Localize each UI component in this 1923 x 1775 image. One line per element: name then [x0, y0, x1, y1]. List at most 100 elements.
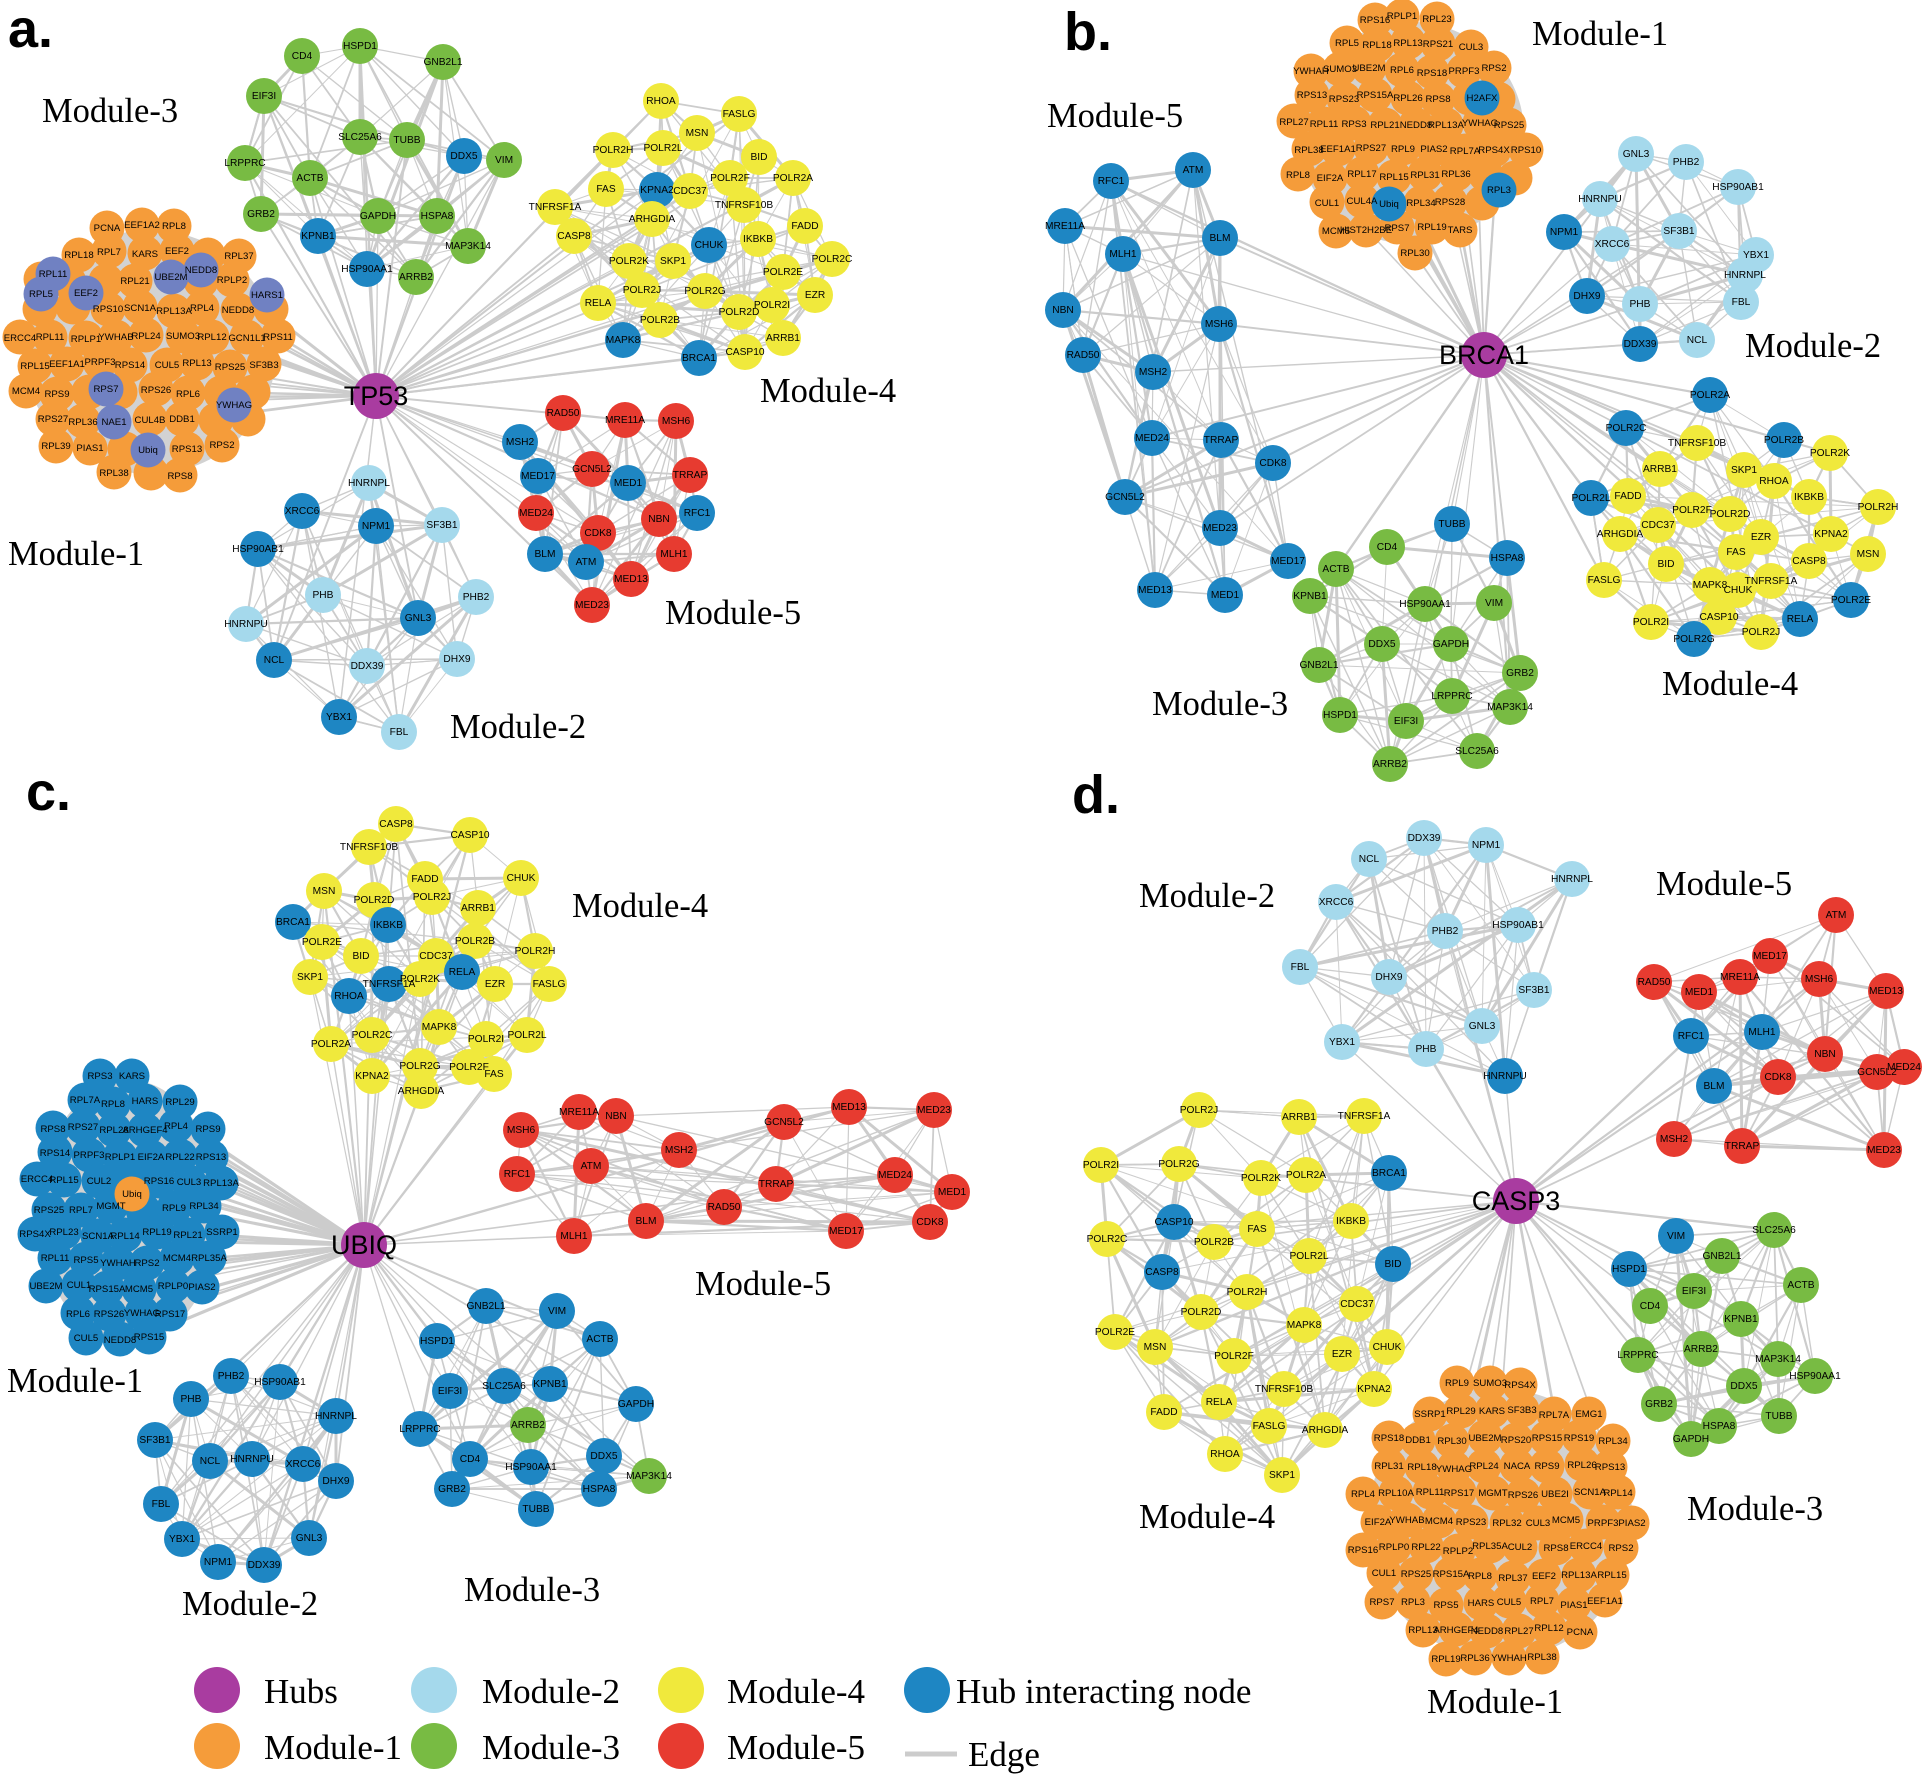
svg-text:EEF1A2: EEF1A2: [124, 220, 160, 231]
svg-text:SF3B3: SF3B3: [1507, 1405, 1536, 1416]
svg-text:POLR2E: POLR2E: [763, 267, 803, 278]
svg-text:CASP8: CASP8: [1792, 556, 1826, 567]
svg-text:MED17: MED17: [1271, 556, 1305, 567]
svg-text:YBX1: YBX1: [1743, 250, 1769, 261]
svg-text:MAP3K14: MAP3K14: [1755, 1354, 1801, 1365]
svg-text:SUMO3: SUMO3: [166, 331, 200, 342]
svg-text:DDX5: DDX5: [1730, 1381, 1758, 1392]
svg-text:YWHAB: YWHAB: [98, 332, 133, 343]
svg-text:RPL28: RPL28: [99, 1125, 128, 1136]
svg-text:RPS13: RPS13: [196, 1152, 226, 1163]
svg-text:RPL38: RPL38: [99, 468, 128, 479]
svg-text:PIAS2: PIAS2: [1618, 1518, 1645, 1529]
svg-text:GRB2: GRB2: [1645, 1399, 1673, 1410]
svg-text:CUL3: CUL3: [177, 1177, 202, 1188]
svg-text:CUL4A: CUL4A: [1347, 196, 1379, 207]
svg-text:CASP3: CASP3: [1472, 1186, 1561, 1216]
svg-text:NBN: NBN: [1814, 1049, 1836, 1060]
svg-text:KARS: KARS: [132, 249, 158, 260]
svg-text:Module-5: Module-5: [695, 1265, 831, 1303]
svg-text:RPS2: RPS2: [1608, 1543, 1633, 1554]
svg-text:RPS8: RPS8: [1425, 94, 1450, 105]
svg-text:RPL13: RPL13: [1408, 1625, 1437, 1636]
svg-text:RELA: RELA: [1206, 1397, 1233, 1408]
svg-text:LRPPRC: LRPPRC: [399, 1424, 440, 1435]
svg-text:POLR2H: POLR2H: [1227, 1287, 1268, 1298]
svg-text:YWHAG: YWHAG: [216, 400, 252, 411]
svg-text:FADD: FADD: [1614, 491, 1641, 502]
svg-text:POLR2H: POLR2H: [1858, 502, 1899, 513]
svg-text:Ubiq: Ubiq: [1379, 199, 1399, 210]
svg-text:Module-1: Module-1: [8, 535, 144, 573]
svg-text:RAD50: RAD50: [1067, 350, 1100, 361]
svg-text:HSPD1: HSPD1: [343, 41, 377, 52]
svg-text:RPL22: RPL22: [165, 1152, 194, 1163]
svg-text:RPLP0: RPLP0: [1379, 1542, 1409, 1553]
svg-text:MAP3K14: MAP3K14: [1487, 702, 1533, 713]
svg-text:POLR2E: POLR2E: [302, 937, 342, 948]
svg-text:RPS3: RPS3: [1341, 119, 1366, 130]
svg-text:RPL13: RPL13: [1393, 38, 1422, 49]
svg-text:HSP90AA1: HSP90AA1: [341, 264, 393, 275]
svg-text:XRCC6: XRCC6: [286, 1459, 321, 1470]
svg-text:Module-3: Module-3: [464, 1571, 600, 1609]
svg-text:KPNA2: KPNA2: [1814, 529, 1848, 540]
svg-text:XRCC6: XRCC6: [1595, 239, 1630, 250]
svg-text:MED13: MED13: [1138, 585, 1172, 596]
svg-text:NPM1: NPM1: [1550, 227, 1579, 238]
svg-text:NAE1: NAE1: [101, 417, 126, 428]
svg-text:MRE11A: MRE11A: [1045, 221, 1085, 232]
svg-text:UBE2M: UBE2M: [1352, 63, 1385, 74]
svg-text:GNB2L1: GNB2L1: [1702, 1251, 1741, 1262]
svg-text:GCN5L2: GCN5L2: [572, 464, 612, 475]
svg-text:PRPF3: PRPF3: [85, 357, 116, 368]
svg-text:RPL36: RPL36: [68, 417, 97, 428]
svg-text:KPNA2: KPNA2: [1357, 1384, 1391, 1395]
svg-text:Module-5: Module-5: [1047, 97, 1183, 135]
svg-text:MLH1: MLH1: [1109, 249, 1137, 260]
svg-text:RPL31: RPL31: [1374, 1461, 1403, 1472]
svg-text:RPS27: RPS27: [38, 414, 68, 425]
svg-text:HSP90AA1: HSP90AA1: [1399, 599, 1451, 610]
svg-text:MED1: MED1: [614, 478, 643, 489]
svg-text:RPL11: RPL11: [36, 332, 65, 343]
svg-text:HNRNPL: HNRNPL: [1551, 874, 1593, 885]
svg-text:RPL4: RPL4: [164, 1121, 189, 1132]
svg-text:RPL8: RPL8: [1286, 170, 1310, 181]
svg-text:GRB2: GRB2: [1506, 668, 1534, 679]
svg-text:Module-4: Module-4: [727, 1672, 865, 1711]
svg-text:MED23: MED23: [1203, 523, 1237, 534]
svg-text:EZR: EZR: [1751, 532, 1771, 543]
svg-text:MGMT: MGMT: [96, 1201, 125, 1212]
svg-text:TNFRSF10B: TNFRSF10B: [1255, 1384, 1314, 1395]
svg-text:RPL23: RPL23: [49, 1227, 78, 1238]
svg-text:NCL: NCL: [1687, 335, 1708, 346]
svg-text:ARRB2: ARRB2: [1684, 1344, 1718, 1355]
svg-text:RPL7A: RPL7A: [70, 1095, 101, 1106]
svg-text:GCN5L2: GCN5L2: [1105, 492, 1145, 503]
svg-text:POLR2D: POLR2D: [719, 307, 760, 318]
svg-text:SLC25A6: SLC25A6: [338, 132, 382, 143]
svg-text:BLM: BLM: [1210, 233, 1231, 244]
svg-text:TNFRSF10B: TNFRSF10B: [715, 200, 774, 211]
svg-text:Module-5: Module-5: [1656, 865, 1792, 903]
svg-text:SLC25A6: SLC25A6: [482, 1381, 526, 1392]
svg-text:TRRAP: TRRAP: [1725, 1141, 1760, 1152]
svg-text:EZR: EZR: [485, 979, 505, 990]
svg-text:GCN5L2: GCN5L2: [764, 1117, 804, 1128]
svg-text:SUMO3: SUMO3: [1473, 1378, 1507, 1389]
svg-text:CHUK: CHUK: [1373, 1342, 1402, 1353]
svg-text:MCM5: MCM5: [1322, 226, 1350, 237]
svg-text:RPL29: RPL29: [165, 1097, 194, 1108]
svg-text:ARRB2: ARRB2: [1373, 759, 1407, 770]
svg-text:Module-2: Module-2: [1745, 327, 1881, 365]
svg-text:RPS19: RPS19: [1564, 1433, 1594, 1444]
svg-text:RPS27: RPS27: [68, 1122, 98, 1133]
svg-text:CUL1: CUL1: [1315, 198, 1340, 209]
svg-text:SF3B1: SF3B1: [1663, 226, 1694, 237]
svg-text:RPL15: RPL15: [1597, 1570, 1626, 1581]
svg-text:HARS1: HARS1: [251, 290, 283, 301]
svg-text:UBE2M: UBE2M: [29, 1281, 62, 1292]
svg-text:PRPF3: PRPF3: [1449, 66, 1480, 77]
svg-text:RPL10A: RPL10A: [1378, 1488, 1414, 1499]
